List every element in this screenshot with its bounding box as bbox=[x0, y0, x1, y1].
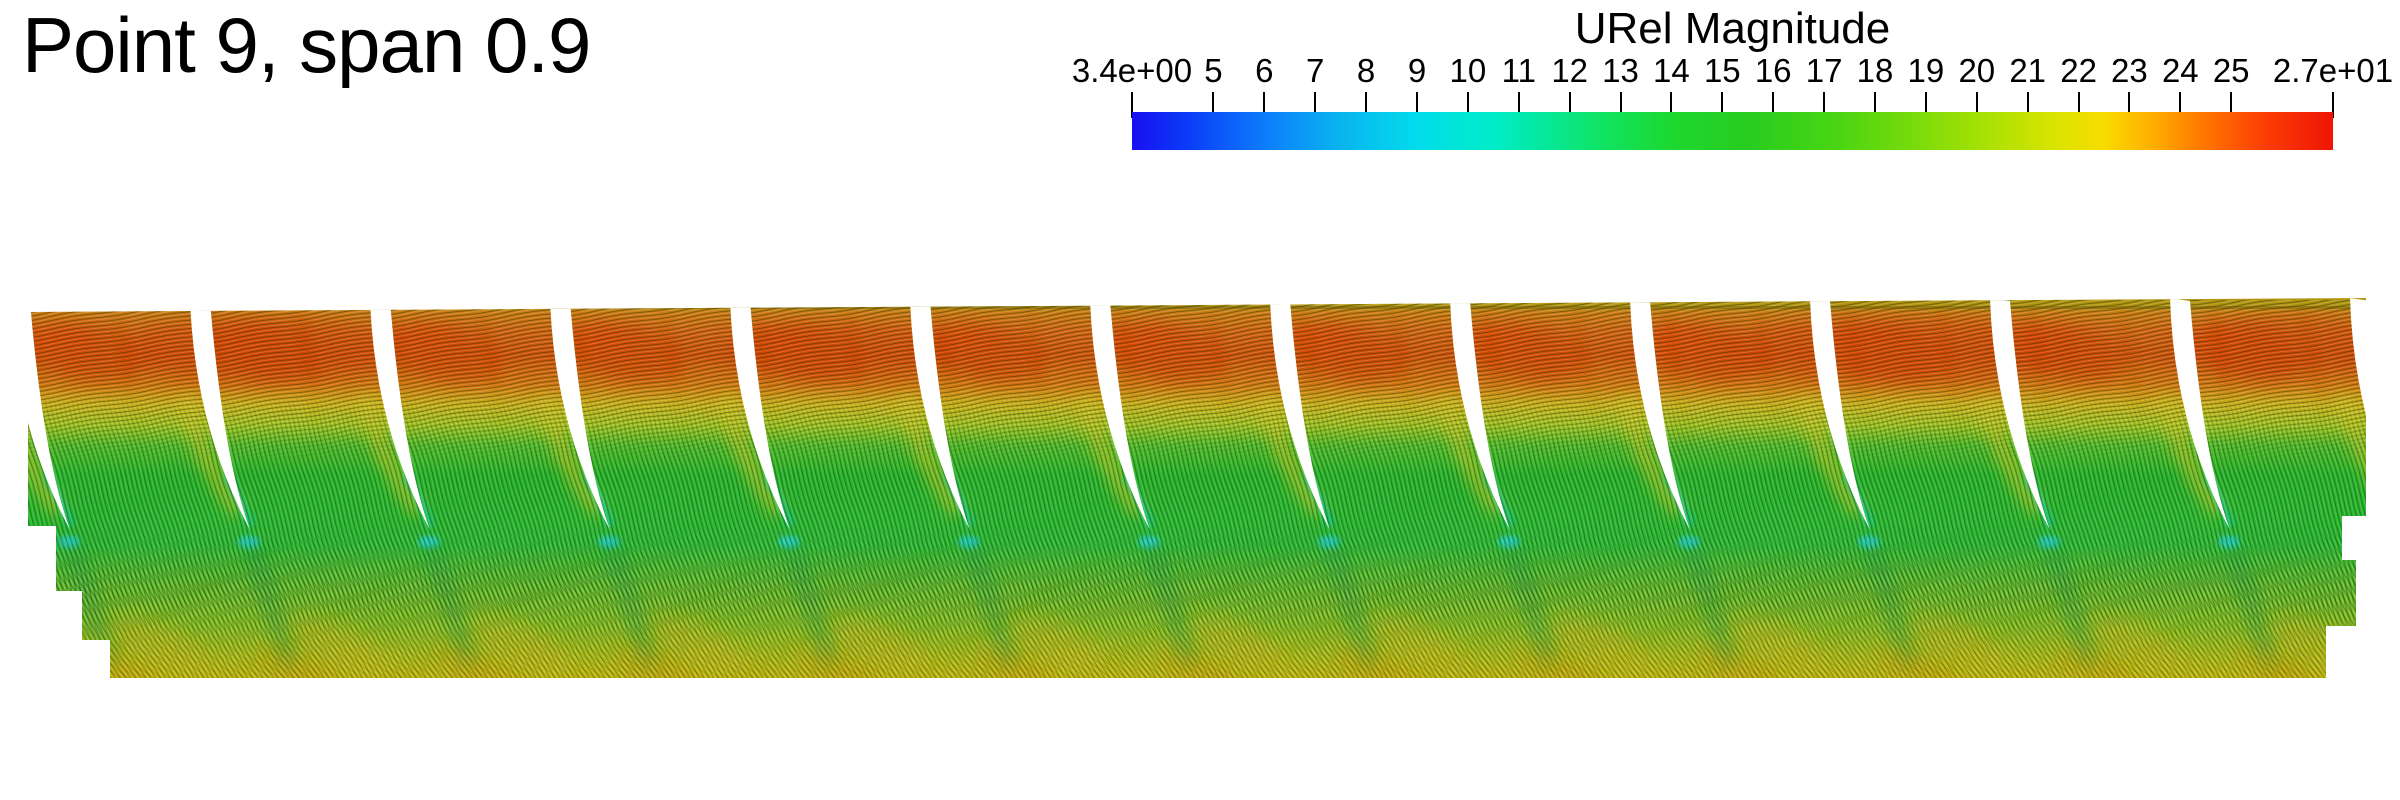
blade bbox=[370, 298, 430, 530]
colorbar-tick bbox=[2077, 92, 2080, 118]
colorbar-tick bbox=[1263, 92, 1266, 118]
colorbar-tick bbox=[2332, 92, 2334, 118]
colorbar-tick-label: 11 bbox=[1501, 52, 1536, 89]
colorbar: URel Magnitude 3.4e+00 5 6 7 8 9 10 11 12 13 14 15 1… bbox=[1072, 0, 2393, 160]
colorbar-tick-label: 10 bbox=[1449, 52, 1487, 89]
colorbar-gradient bbox=[1132, 112, 2333, 150]
scene-title: Point 9, span 0.9 bbox=[22, 1, 591, 89]
colorbar-tick bbox=[1772, 92, 1775, 118]
blade bbox=[1270, 298, 1330, 530]
colorbar-tick bbox=[1466, 92, 1469, 118]
colorbar-tick bbox=[1823, 92, 1826, 118]
colorbar-tick-label: 19 bbox=[1907, 52, 1945, 89]
blade bbox=[1810, 298, 1870, 530]
blade-layer bbox=[28, 298, 2366, 530]
blade bbox=[2350, 298, 2366, 530]
blade bbox=[1630, 298, 1690, 530]
colorbar-tick-label: 24 bbox=[2161, 52, 2199, 89]
colorbar-tick-label: 8 bbox=[1356, 52, 1376, 89]
colorbar-tick bbox=[1975, 92, 1978, 118]
colorbar-tick bbox=[1131, 92, 1133, 118]
colorbar-tick-label: 12 bbox=[1551, 52, 1589, 89]
colorbar-tick bbox=[1212, 92, 1215, 118]
colorbar-tick-label: 5 bbox=[1204, 52, 1223, 89]
blade bbox=[1090, 298, 1150, 530]
blade bbox=[730, 298, 790, 530]
colorbar-tick bbox=[1365, 92, 1368, 118]
blade bbox=[1990, 298, 2050, 530]
colorbar-tick bbox=[2128, 92, 2131, 118]
colorbar-title: URel Magnitude bbox=[1574, 4, 1891, 53]
colorbar-tick bbox=[1874, 92, 1876, 118]
blade bbox=[910, 298, 970, 530]
colorbar-tick-label: 20 bbox=[1958, 52, 1996, 89]
colorbar-tick-label: 23 bbox=[2111, 52, 2148, 89]
colorbar-tick-label: 13 bbox=[1602, 52, 1639, 89]
colorbar-tick bbox=[1721, 92, 1724, 118]
colorbar-tick bbox=[1517, 92, 1520, 118]
colorbar-tick bbox=[2026, 92, 2029, 118]
colorbar-tick-label: 6 bbox=[1255, 52, 1274, 89]
colorbar-tick-label: 22 bbox=[2060, 52, 2097, 89]
colorbar-tick-label: 18 bbox=[1856, 52, 1894, 89]
colorbar-tick bbox=[1924, 92, 1927, 118]
colorbar-tick-label: 3.4e+00 bbox=[1071, 52, 1193, 89]
blade bbox=[2170, 298, 2230, 530]
colorbar-tick bbox=[2230, 92, 2233, 118]
inlet-edge-shade bbox=[28, 306, 2366, 309]
blade bbox=[1450, 298, 1510, 530]
colorbar-tick bbox=[1314, 92, 1317, 118]
colorbar-tick bbox=[1416, 92, 1418, 118]
colorbar-tick-label: 9 bbox=[1407, 52, 1427, 89]
blade bbox=[28, 298, 70, 530]
suction-side-streak bbox=[2386, 474, 2400, 548]
cascade-band bbox=[28, 298, 2400, 678]
blade bbox=[190, 298, 250, 530]
colorbar-tick-label: 21 bbox=[2009, 52, 2047, 89]
colorbar-tick-label: 14 bbox=[1653, 52, 1690, 89]
colorbar-tick bbox=[1568, 92, 1571, 118]
colorbar-tick bbox=[1670, 92, 1673, 118]
colorbar-tick-label: 15 bbox=[1703, 52, 1741, 89]
colorbar-tick bbox=[1619, 92, 1622, 118]
colorbar-tick-label: 17 bbox=[1805, 52, 1843, 89]
colorbar-tick-label: 7 bbox=[1306, 52, 1325, 89]
colorbar-tick bbox=[2179, 92, 2182, 118]
colorbar-tick-label: 16 bbox=[1754, 52, 1792, 89]
blade bbox=[550, 298, 610, 530]
colorbar-tick-label: 25 bbox=[2212, 52, 2250, 89]
colorbar-tick-label: 2.7e+01 bbox=[2272, 52, 2394, 89]
lic-texture-outlet bbox=[28, 612, 2366, 678]
